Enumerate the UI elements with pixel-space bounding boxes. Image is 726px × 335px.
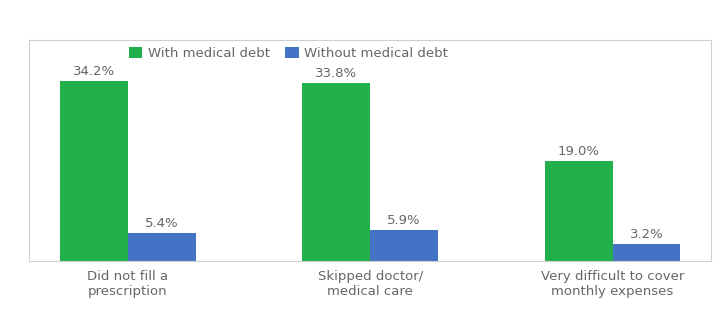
Bar	[303, 83, 370, 261]
Bar	[370, 230, 438, 261]
Bar	[60, 81, 128, 261]
Bar	[128, 233, 196, 261]
Text: 34.2%: 34.2%	[73, 65, 115, 78]
Bar	[613, 245, 680, 261]
Legend: With medical debt, Without medical debt: With medical debt, Without medical debt	[129, 47, 448, 60]
Bar	[544, 161, 613, 261]
Text: 33.8%: 33.8%	[315, 67, 357, 80]
Text: 5.9%: 5.9%	[388, 214, 421, 227]
Text: 19.0%: 19.0%	[558, 145, 600, 158]
Text: 3.2%: 3.2%	[629, 228, 664, 241]
Text: 5.4%: 5.4%	[145, 217, 179, 230]
